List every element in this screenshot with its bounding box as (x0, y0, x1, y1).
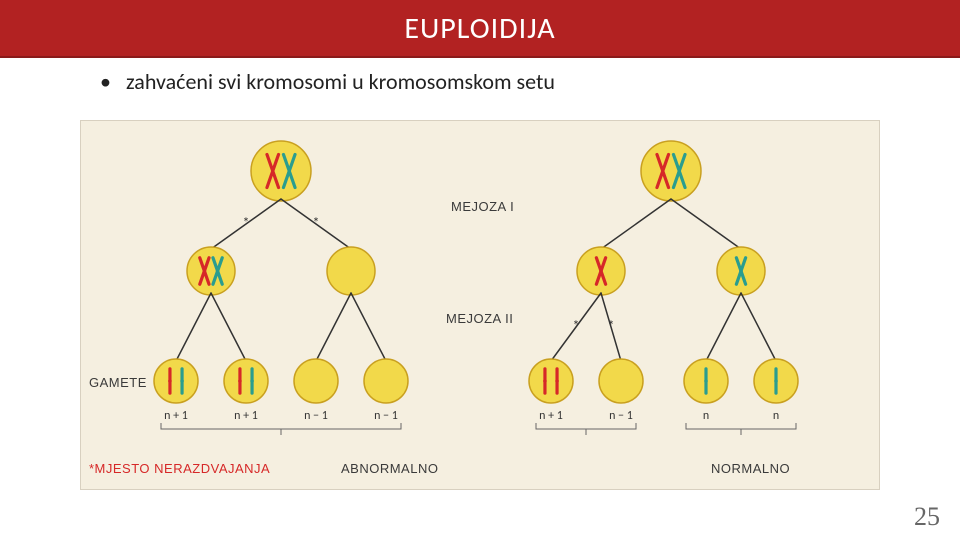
page-number: 25 (914, 502, 940, 532)
svg-text:n + 1: n + 1 (234, 409, 258, 423)
bullet-marker: • (100, 68, 121, 95)
label-normal: NORMALNO (711, 461, 790, 476)
bullet-text: • zahvaćeni svi kromosomi u kromosomskom… (0, 58, 960, 95)
svg-text:*: * (573, 317, 580, 334)
svg-text:*: * (313, 214, 320, 231)
label-mejoza-1: MEJOZA I (451, 199, 514, 214)
svg-text:*: * (243, 214, 250, 231)
diagram-svg: * * n + 1 n + 1 n − 1 n − 1 * * n + 1 n − 1 n n (81, 121, 881, 491)
title-bar: EUPLOIDIJA (0, 0, 960, 58)
label-gamete: GAMETE (89, 375, 147, 390)
meiosis-diagram: * * n + 1 n + 1 n − 1 n − 1 * * n + 1 n − 1 n n MEJ… (80, 120, 880, 490)
svg-text:n − 1: n − 1 (609, 409, 633, 423)
svg-text:n + 1: n + 1 (539, 409, 563, 423)
svg-text:n − 1: n − 1 (374, 409, 398, 423)
label-mejoza-2: MEJOZA II (446, 311, 513, 326)
bullet-label: zahvaćeni svi kromosomi u kromosomskom s… (126, 68, 555, 95)
svg-text:n + 1: n + 1 (164, 409, 188, 423)
svg-text:n − 1: n − 1 (304, 409, 328, 423)
svg-text:*: * (608, 317, 615, 334)
svg-text:n: n (703, 409, 709, 423)
label-abnormal: ABNORMALNO (341, 461, 438, 476)
label-footnote: *MJESTO NERAZDVAJANJA (89, 461, 270, 476)
page-title: EUPLOIDIJA (404, 10, 555, 47)
svg-text:n: n (773, 409, 779, 423)
